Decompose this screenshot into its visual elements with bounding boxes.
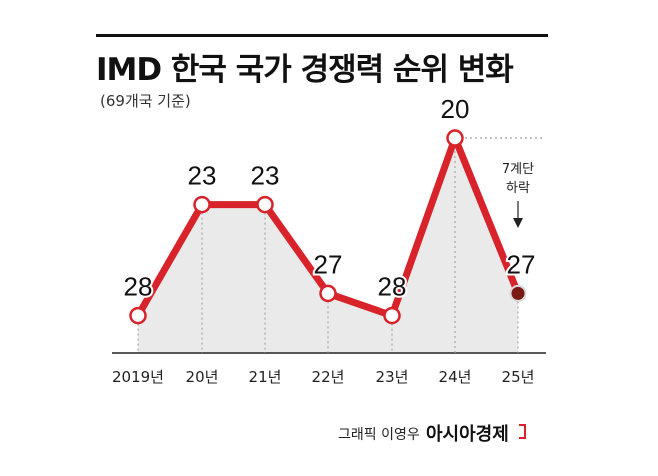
- chart-title: IMD 한국 국가 경쟁력 순위 변화: [96, 52, 514, 88]
- data-point-0: [129, 306, 147, 325]
- data-point-6: [509, 284, 527, 302]
- data-point-2: [256, 195, 274, 214]
- publisher-logo-mark: [519, 424, 526, 439]
- chart-subtitle: (69개국 기준): [100, 92, 191, 110]
- data-label-6: 27: [507, 249, 536, 279]
- data-point-1: [193, 195, 211, 214]
- data-label-1: 23: [188, 161, 217, 191]
- x-tick-label-3: 22년: [312, 368, 345, 386]
- graphic-credit: 그래픽 이영우: [338, 427, 420, 443]
- data-point-5: [446, 129, 464, 147]
- x-tick-label-6: 25년: [502, 368, 535, 386]
- area-fill: [138, 138, 518, 353]
- data-point-3: [319, 284, 337, 303]
- publisher-logo: 아시아경제: [426, 424, 509, 445]
- data-label-2: 23: [251, 161, 280, 191]
- data-label-0: 28: [124, 272, 153, 302]
- annotation-line-1: 하락: [506, 181, 530, 196]
- x-tick-label-4: 23년: [376, 368, 409, 386]
- x-tick-label-0: 2019년: [112, 368, 164, 386]
- annotation-arrow-head: [513, 218, 523, 228]
- data-point-4: [383, 306, 401, 325]
- data-label-3: 27: [314, 249, 343, 279]
- x-tick-label-2: 21년: [249, 368, 282, 386]
- x-tick-label-5: 24년: [439, 368, 472, 386]
- x-tick-label-1: 20년: [186, 368, 219, 386]
- title-rule: [96, 34, 548, 37]
- annotation-line-0: 7계단: [502, 162, 534, 177]
- data-label-5: 20: [441, 94, 470, 124]
- data-label-4: 28: [378, 272, 407, 302]
